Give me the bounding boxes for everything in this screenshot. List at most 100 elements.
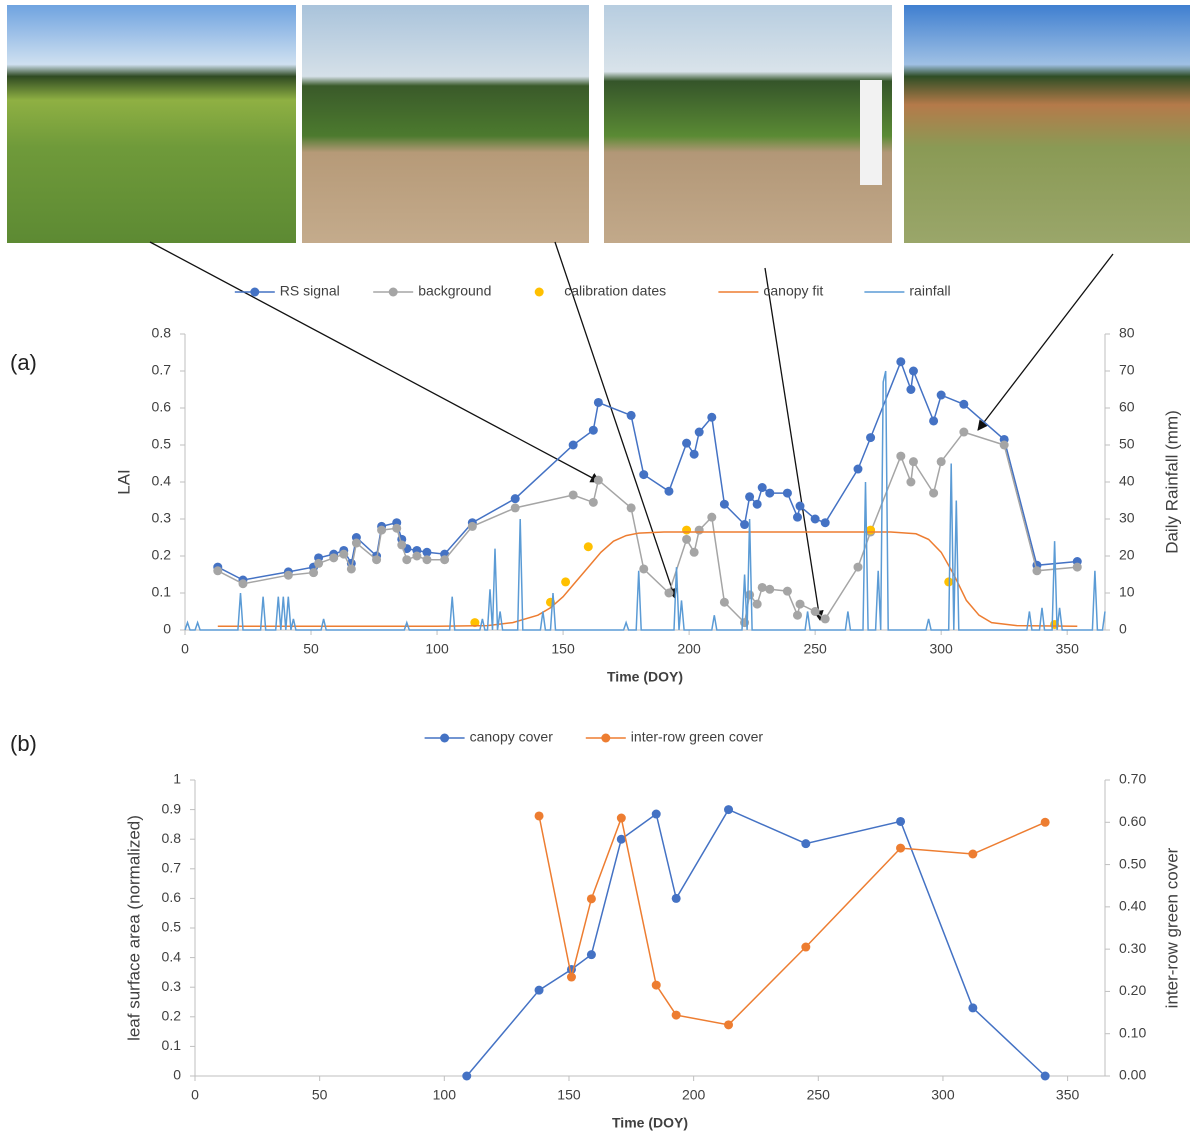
- y2-tick-label: 0: [1119, 621, 1127, 637]
- point: [397, 540, 407, 550]
- x-tick-label: 0: [181, 641, 189, 657]
- y2-tick-label: 0.30: [1119, 940, 1146, 956]
- y-tick-label: 0.7: [162, 860, 182, 876]
- point: [671, 893, 681, 903]
- point: [309, 568, 319, 578]
- point: [810, 514, 820, 524]
- y2-tick-label: 0.10: [1119, 1024, 1146, 1040]
- y-tick-label: 0.5: [152, 436, 172, 452]
- point: [283, 570, 293, 580]
- point: [765, 584, 775, 594]
- y-tick-label: 0.7: [152, 362, 172, 378]
- x-axis-title: Time (DOY): [607, 669, 683, 685]
- x-tick-label: 350: [1056, 641, 1080, 657]
- point: [689, 449, 699, 459]
- point: [959, 427, 969, 437]
- point: [719, 499, 729, 509]
- y-tick-label: 0.1: [162, 1037, 182, 1053]
- point: [707, 512, 717, 522]
- legend-label: calibration dates: [564, 283, 666, 299]
- y-tick-label: 0.3: [162, 978, 182, 994]
- point: [422, 555, 432, 565]
- point: [616, 813, 626, 823]
- y-tick-label: 0.5: [162, 919, 182, 935]
- x-tick-label: 250: [807, 1087, 831, 1103]
- point: [929, 488, 939, 498]
- y-tick-label: 0.1: [152, 584, 172, 600]
- y-axis-title: LAI: [114, 469, 133, 495]
- x-tick-label: 200: [677, 641, 701, 657]
- point: [694, 525, 704, 535]
- point: [792, 610, 802, 620]
- x-tick-label: 300: [929, 641, 953, 657]
- y-tick-label: 0.8: [152, 325, 172, 341]
- y2-tick-label: 10: [1119, 584, 1135, 600]
- y-tick-label: 0: [163, 621, 171, 637]
- point: [765, 488, 775, 498]
- y2-tick-label: 30: [1119, 510, 1135, 526]
- point: [651, 980, 661, 990]
- point: [1040, 817, 1050, 827]
- point: [377, 525, 387, 535]
- point: [782, 586, 792, 596]
- photo: [7, 5, 296, 243]
- x-tick-label: 200: [682, 1087, 706, 1103]
- point: [999, 440, 1009, 450]
- point: [724, 1020, 734, 1030]
- point: [566, 972, 576, 982]
- legend-label: inter-row green cover: [631, 729, 764, 745]
- point: [724, 805, 734, 815]
- y-tick-label: 0.4: [152, 473, 172, 489]
- arrows: [149, 241, 1114, 622]
- y2-tick-label: 0.60: [1119, 813, 1146, 829]
- point: [968, 849, 978, 859]
- point: [801, 839, 811, 849]
- y-tick-label: 0.6: [152, 399, 172, 415]
- point: [752, 499, 762, 509]
- point: [801, 942, 811, 952]
- point: [740, 520, 750, 530]
- point: [906, 477, 916, 487]
- photo: [302, 5, 589, 243]
- point: [689, 547, 699, 557]
- y2-tick-label: 0.00: [1119, 1067, 1146, 1083]
- y-tick-label: 0.9: [162, 800, 182, 816]
- point: [351, 538, 361, 548]
- point: [757, 483, 767, 493]
- point: [651, 809, 661, 819]
- point: [593, 475, 603, 485]
- x-tick-label: 250: [803, 641, 827, 657]
- point: [682, 525, 692, 535]
- series-line: [217, 531, 1078, 628]
- y2-tick-label: 20: [1119, 547, 1135, 563]
- y-tick-label: 0.3: [152, 510, 172, 526]
- x-axis-title: Time (DOY): [612, 1115, 688, 1131]
- point: [810, 607, 820, 616]
- y-tick-label: 0: [173, 1067, 181, 1083]
- point: [959, 399, 969, 409]
- point: [440, 555, 450, 565]
- panel-label: (a): [10, 350, 37, 375]
- point: [462, 1071, 472, 1081]
- point: [238, 579, 248, 589]
- y-tick-label: 0.8: [162, 830, 182, 846]
- photo: [604, 5, 892, 243]
- point: [626, 410, 636, 420]
- arrow: [977, 253, 1114, 431]
- point: [639, 564, 649, 574]
- y-tick-label: 1: [173, 771, 181, 787]
- y2-tick-label: 0.40: [1119, 898, 1146, 914]
- point: [906, 385, 916, 394]
- y-axis-title: leaf surface area (normalized): [124, 815, 143, 1041]
- series-line: [184, 370, 1106, 631]
- x-tick-label: 300: [931, 1087, 955, 1103]
- point: [896, 843, 906, 853]
- legend-marker: [440, 733, 450, 743]
- x-tick-label: 150: [551, 641, 575, 657]
- point: [664, 486, 674, 496]
- legend-label: canopy cover: [470, 729, 554, 745]
- point: [664, 588, 674, 598]
- x-tick-label: 150: [557, 1087, 581, 1103]
- point: [757, 582, 767, 592]
